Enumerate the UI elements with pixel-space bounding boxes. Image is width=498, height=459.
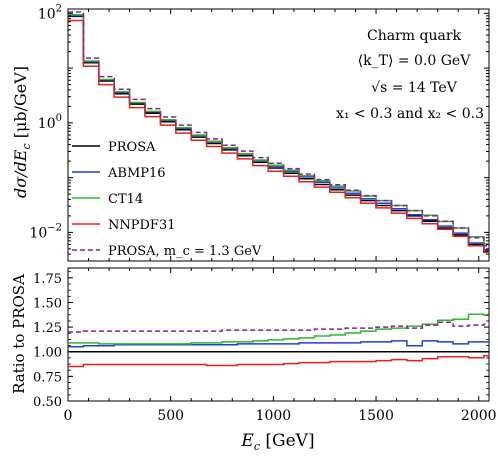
legend-label-4: NNPDF31 [108,218,175,233]
main-y-tick-exponent: 2 [56,3,62,14]
annotation-kt: ⟨k_T⟩ = 0.0 GeV [358,53,472,69]
ratio-series-line-2 [68,340,489,348]
ratio-y-tick-label: 1.25 [33,321,62,336]
annotation-sqrt-s: √s = 14 TeV [371,80,458,96]
xlabel-main: E [240,431,254,451]
main-y-axis-label: dσ/dEc [μb/GeV] [11,66,33,198]
main-y-tick-label: 102 [38,3,62,22]
legend-label-5: PROSA, m_c = 1.3 GeV [108,244,262,259]
main-series-group [68,11,489,254]
main-series-line-4 [68,19,489,254]
ratio-y-tick-label: 1.00 [33,346,62,361]
ratio-y-tick-label: 0.50 [33,395,62,410]
main-y-tick-label: 100 [38,113,62,132]
xlabel-sub: c [254,440,260,453]
ratio-y-tick-label: 0.75 [33,370,62,385]
ratio-y-axis-ticks: 0.50 0.75 1.00 1.25 1.50 1.75 [33,271,489,410]
x-axis-ticks: 0 500 1000 1500 2000 [64,9,497,424]
legend-label-3: CT14 [108,192,143,207]
main-y-tick-base: 10 [29,225,47,241]
main-y-tick-base: 10 [38,116,56,132]
main-ylabel-sub: c [20,143,33,149]
ratio-series-line-5 [68,321,489,333]
main-ylabel-main: dσ/dE [11,149,30,198]
main-y-tick-exponent: −2 [47,222,62,233]
x-tick-label: 0 [64,408,73,424]
ratio-series-group [68,313,489,368]
annotation-block: Charm quark ⟨k_T⟩ = 0.0 GeV √s = 14 TeV … [336,28,484,122]
ratio-plot-frame [67,267,490,402]
annotation-charm-quark: Charm quark [367,28,462,44]
main-series-line-3 [68,14,489,245]
main-y-tick-label: 10−2 [29,222,62,241]
main-ylabel-unit: [μb/GeV] [11,66,30,143]
x-tick-label: 1000 [256,408,292,424]
xlabel-unit: [GeV] [260,431,315,451]
x-axis-label: Ec [GeV] [240,431,314,453]
legend-label-1: PROSA [108,140,156,155]
ratio-y-tick-label: 1.75 [33,272,62,287]
ratio-series-line-3 [68,313,489,345]
ratio-series-line-4 [68,354,489,368]
legend: PROSA ABMP16 CT14 NNPDF31 PROSA, m_c = 1.3 G… [72,140,262,259]
main-y-tick-exponent: 0 [56,113,62,124]
annotation-x-cuts: x₁ < 0.3 and x₂ < 0.3 [336,106,484,122]
main-y-tick-base: 10 [38,6,56,22]
x-tick-label: 1500 [358,408,394,424]
ratio-y-tick-label: 1.50 [33,296,62,311]
x-tick-label: 2000 [461,408,497,424]
x-tick-label: 500 [157,408,184,424]
main-series-line-5 [68,11,489,247]
legend-label-2: ABMP16 [107,166,166,181]
ratio-y-axis-label: Ratio to PROSA [10,274,28,394]
